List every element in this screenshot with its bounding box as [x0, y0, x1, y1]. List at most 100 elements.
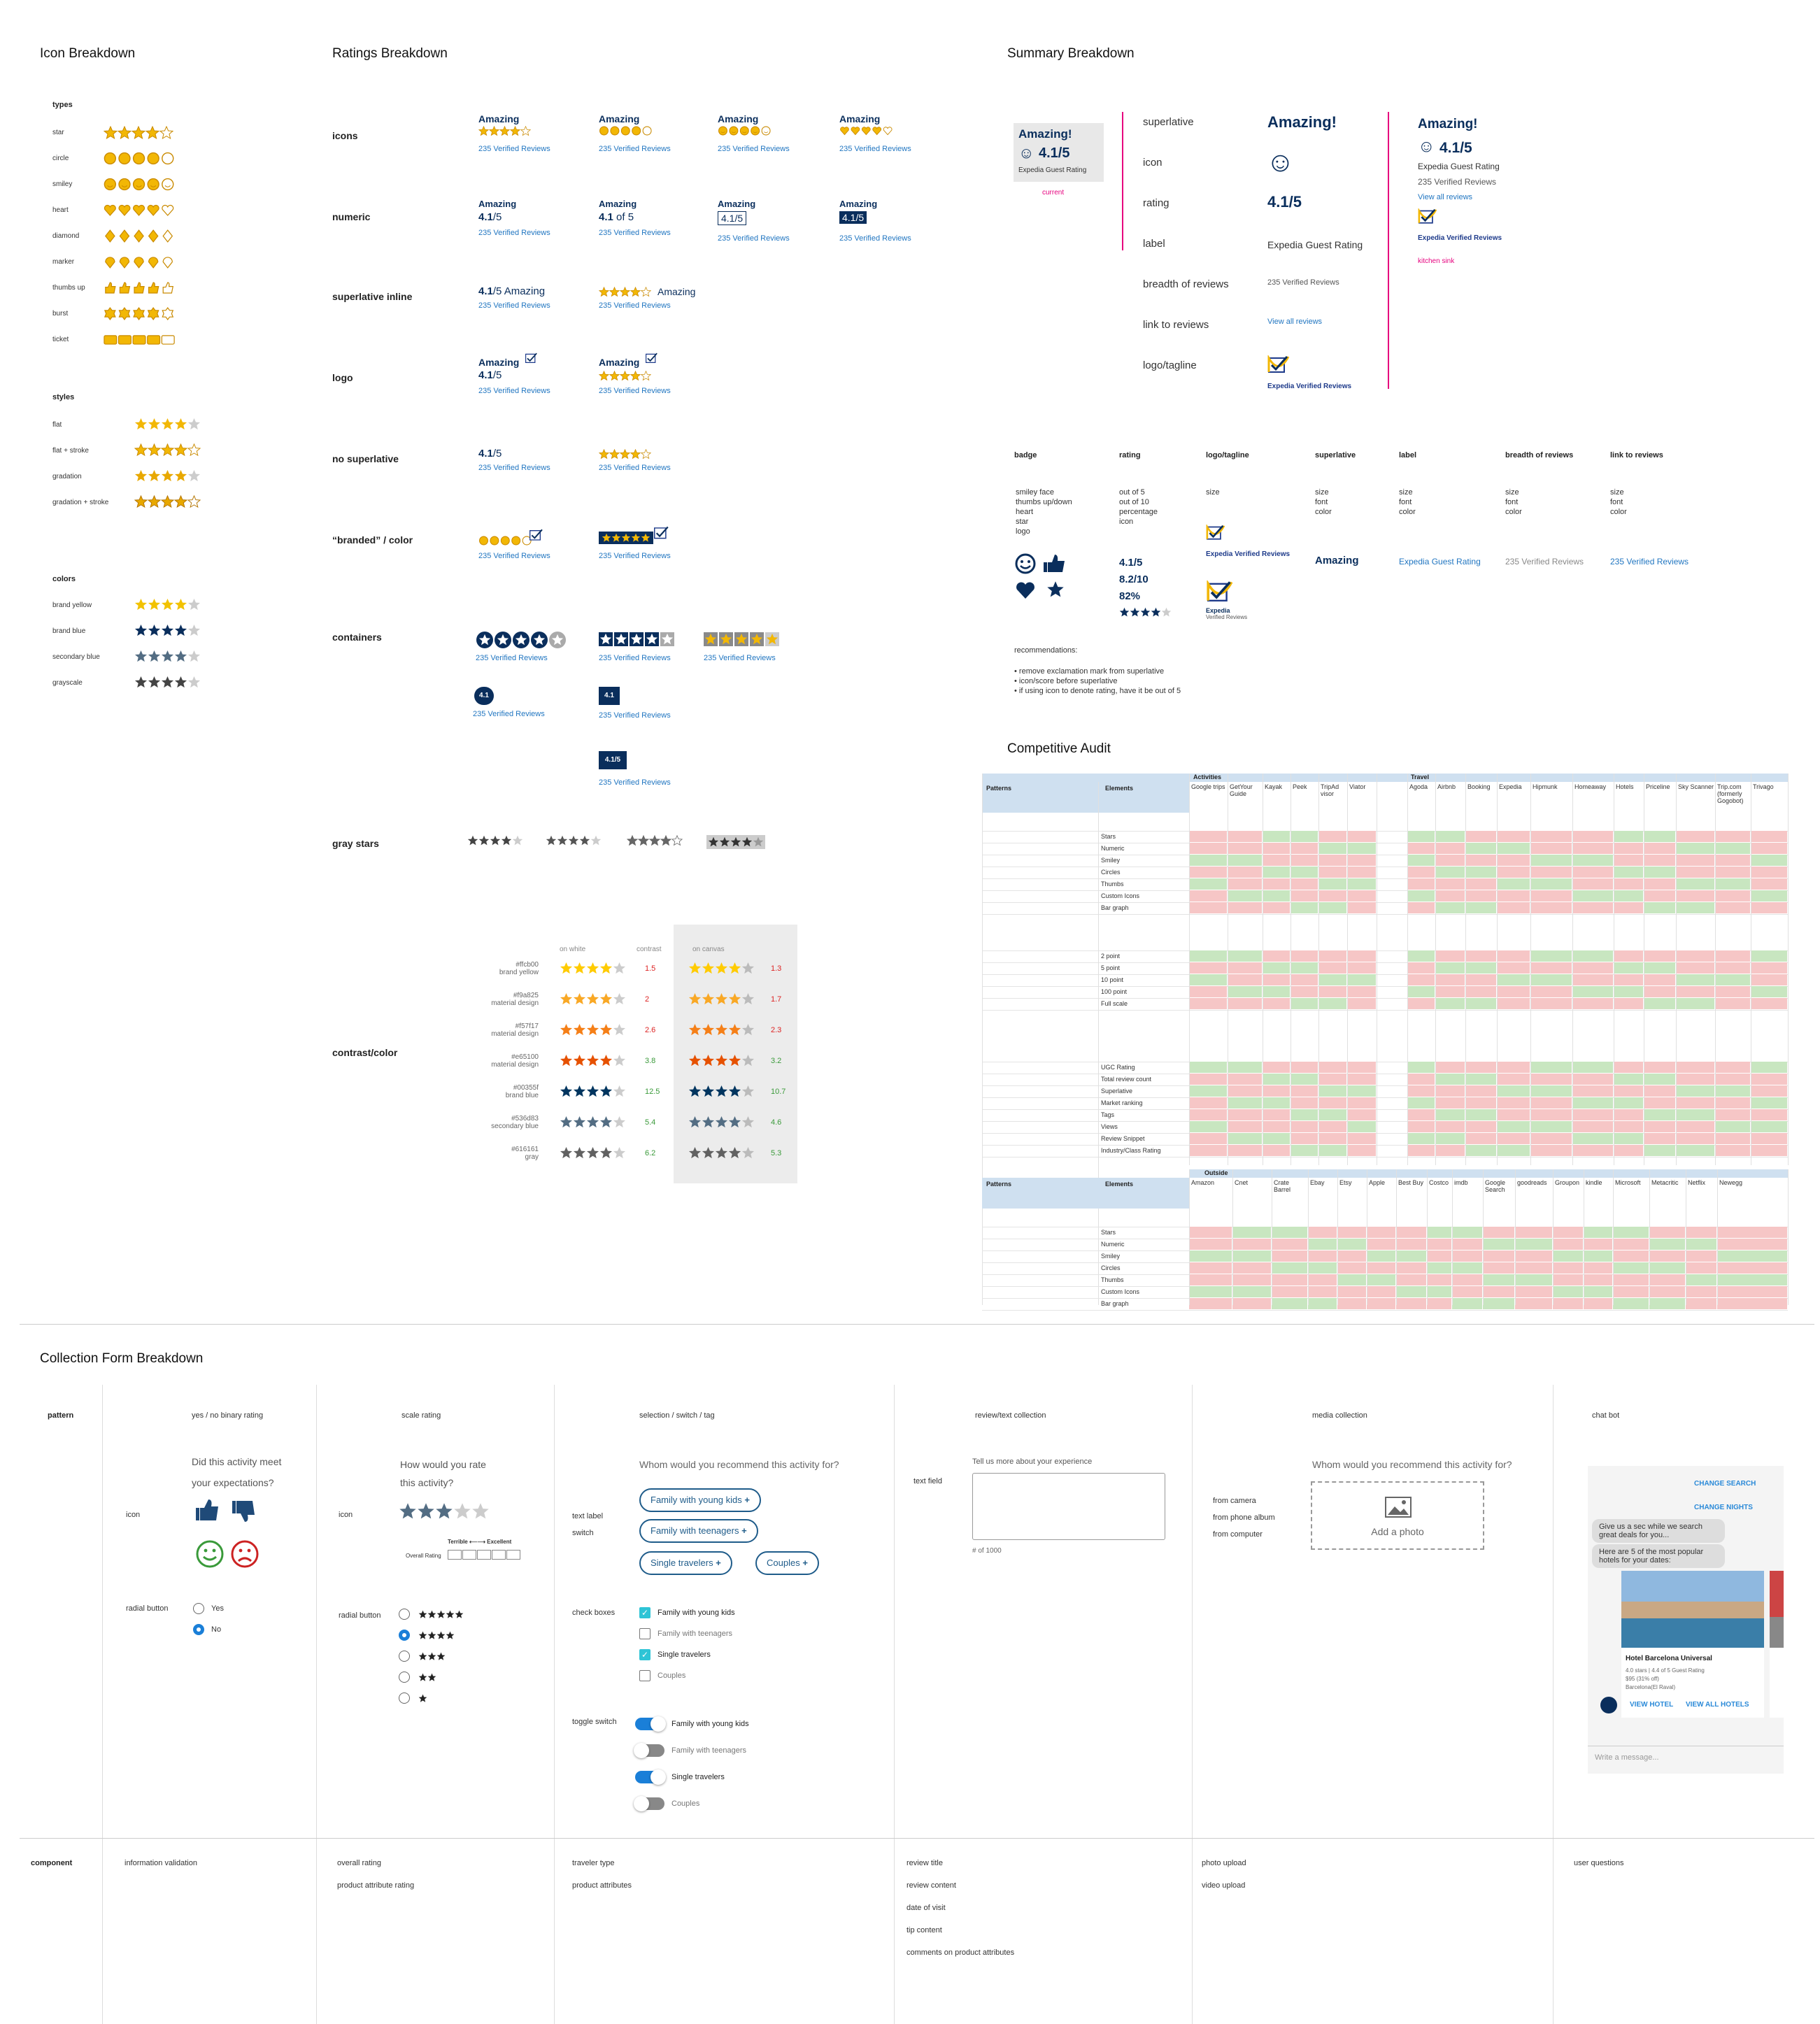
- audit-cell: [1189, 1062, 1227, 1073]
- icons-link-0[interactable]: 235 Verified Reviews: [478, 145, 550, 153]
- container-link-c[interactable]: 235 Verified Reviews: [704, 654, 776, 662]
- numeric-link-2[interactable]: 235 Verified Reviews: [718, 234, 790, 243]
- audit-cell: [1584, 1274, 1612, 1285]
- scale-radio-0[interactable]: [399, 1609, 410, 1620]
- toggle-2[interactable]: [635, 1769, 666, 1785]
- checkbox-3[interactable]: [639, 1670, 650, 1681]
- audit-element-audit-el_rating.4: Thumbs: [1101, 881, 1124, 888]
- toggle-1[interactable]: [634, 1743, 664, 1758]
- audit-cell: [1228, 1109, 1262, 1120]
- audit-cell: [1614, 843, 1643, 854]
- nosup-link-a[interactable]: 235 Verified Reviews: [478, 464, 550, 472]
- audit-cell: [1715, 1109, 1750, 1120]
- summary-field-0: superlative: [1143, 116, 1194, 128]
- audit-cell: [1686, 1239, 1716, 1250]
- logo-link-1[interactable]: 235 Verified Reviews: [599, 387, 671, 395]
- view-all-hotels-button[interactable]: VIEW ALL HOTELS: [1686, 1701, 1749, 1709]
- link-example[interactable]: 235 Verified Reviews: [1610, 557, 1689, 566]
- hotel-card[interactable]: Hotel Barcelona Universal 4.0 stars | 4.4…: [1621, 1571, 1764, 1718]
- audit-cell: [1751, 902, 1787, 913]
- audit-row-line: [982, 1133, 1788, 1134]
- chip-3[interactable]: Couples +: [755, 1551, 819, 1575]
- icons-link-1[interactable]: 235 Verified Reviews: [599, 145, 671, 153]
- view-hotel-button[interactable]: VIEW HOTEL: [1630, 1701, 1674, 1709]
- add-photo-dropzone[interactable]: Add a photo: [1311, 1481, 1484, 1550]
- icons-link-3[interactable]: 235 Verified Reviews: [839, 145, 911, 153]
- thumbs-up-down-icon[interactable]: [194, 1498, 259, 1527]
- audit-cell: [1572, 843, 1613, 854]
- logo-rating: 4.1/5: [478, 369, 502, 381]
- change-nights-button[interactable]: CHANGE NIGHTS: [1694, 1504, 1753, 1511]
- audit-cell: [1530, 890, 1572, 901]
- chip-2[interactable]: Single travelers +: [639, 1551, 732, 1575]
- icons-link-2[interactable]: 235 Verified Reviews: [718, 145, 790, 153]
- audit-cell: [1407, 1062, 1435, 1073]
- hotel-price: $95 (31% off): [1626, 1676, 1659, 1682]
- branded-link-a[interactable]: 235 Verified Reviews: [478, 552, 550, 560]
- scale-radio-3[interactable]: [399, 1672, 410, 1683]
- checkbox-1[interactable]: [639, 1628, 650, 1639]
- chip-1[interactable]: Family with teenagers +: [639, 1519, 758, 1543]
- media-source-0[interactable]: from camera: [1213, 1497, 1256, 1505]
- audit-col-line: [1189, 774, 1190, 1165]
- inline-link-a[interactable]: 235 Verified Reviews: [478, 301, 550, 310]
- audit-cell: [1465, 831, 1496, 842]
- contrast-name-5: secondary blue: [491, 1123, 539, 1130]
- audit-cell: [1614, 986, 1643, 997]
- scale-radio-4[interactable]: [399, 1692, 410, 1704]
- contrast-canvas-stars-4-icon: [688, 1085, 755, 1098]
- container-link-a[interactable]: 235 Verified Reviews: [476, 654, 548, 662]
- nosup-link-b[interactable]: 235 Verified Reviews: [599, 464, 671, 472]
- selection-question: Whom would you recommend this activity f…: [639, 1459, 839, 1470]
- ratings-row-0: icons: [332, 130, 358, 141]
- scale-bar-input[interactable]: [448, 1550, 520, 1560]
- checkbox-0[interactable]: ✓: [639, 1607, 650, 1618]
- media-source-1[interactable]: from phone album: [1213, 1513, 1275, 1522]
- audit-cell: [1308, 1298, 1337, 1309]
- inline-link-b[interactable]: 235 Verified Reviews: [599, 301, 671, 310]
- change-search-button[interactable]: CHANGE SEARCH: [1694, 1480, 1756, 1488]
- media-source-2[interactable]: from computer: [1213, 1530, 1263, 1539]
- toggle-0[interactable]: [635, 1716, 666, 1732]
- container-link-f[interactable]: 235 Verified Reviews: [599, 778, 671, 787]
- audit-col-line: [1715, 774, 1716, 1165]
- hotel-card-next[interactable]: [1770, 1571, 1784, 1718]
- logo-link-0[interactable]: 235 Verified Reviews: [478, 387, 550, 395]
- branded-link-b[interactable]: 235 Verified Reviews: [599, 552, 671, 560]
- audit-cell: [1435, 843, 1465, 854]
- audit-cell: [1427, 1250, 1451, 1262]
- audit-cell: [1515, 1286, 1552, 1297]
- container-link-b[interactable]: 235 Verified Reviews: [599, 654, 671, 662]
- audit-cell: [1228, 962, 1262, 974]
- review-textarea[interactable]: [972, 1473, 1165, 1540]
- audit-cell: [1715, 1121, 1750, 1132]
- audit-cell: [1347, 1085, 1376, 1097]
- audit-row-line: [982, 1121, 1788, 1122]
- no-radio[interactable]: [193, 1624, 204, 1635]
- numeric-link-1[interactable]: 235 Verified Reviews: [599, 229, 671, 237]
- scale-radio-1[interactable]: [399, 1630, 410, 1641]
- numeric-link-3[interactable]: 235 Verified Reviews: [839, 234, 911, 243]
- yes-radio[interactable]: [193, 1603, 204, 1614]
- summary-view-all[interactable]: View all reviews: [1267, 318, 1323, 326]
- chat-message-input[interactable]: Write a message...: [1595, 1753, 1659, 1762]
- smiley-frowny-icon[interactable]: [194, 1539, 262, 1573]
- audit-cell: [1530, 1133, 1572, 1144]
- toggle-3[interactable]: [634, 1796, 664, 1811]
- scale-stars-icon[interactable]: [399, 1502, 490, 1520]
- toggle-label-0: Family with young kids: [671, 1720, 749, 1728]
- kitchen-view-all[interactable]: View all reviews: [1418, 193, 1473, 201]
- audit-cell: [1407, 1145, 1435, 1156]
- audit-cell: [1337, 1274, 1366, 1285]
- container-link-e[interactable]: 235 Verified Reviews: [599, 711, 671, 720]
- check-boxes-label: check boxes: [572, 1609, 616, 1617]
- scale-radio-2[interactable]: [399, 1651, 410, 1662]
- scale-radio-stars-4-icon: [418, 1694, 427, 1703]
- audit-cell: [1291, 962, 1318, 974]
- numeric-link-0[interactable]: 235 Verified Reviews: [478, 229, 550, 237]
- audit-cell: [1465, 843, 1496, 854]
- chip-0[interactable]: Family with young kids +: [639, 1488, 761, 1512]
- container-link-d[interactable]: 235 Verified Reviews: [473, 710, 545, 718]
- audit-cell: [1676, 974, 1714, 985]
- checkbox-2[interactable]: ✓: [639, 1649, 650, 1660]
